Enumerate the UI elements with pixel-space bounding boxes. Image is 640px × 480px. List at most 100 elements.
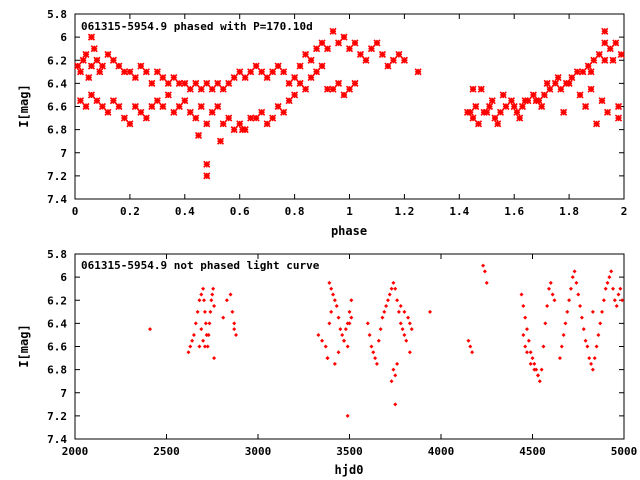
data-point xyxy=(93,97,101,105)
data-point xyxy=(197,344,202,349)
data-point xyxy=(576,91,584,99)
data-point xyxy=(247,68,255,76)
data-point xyxy=(469,85,477,93)
data-point xyxy=(175,79,183,87)
y-tick-label: 6.6 xyxy=(47,101,67,114)
data-point xyxy=(532,367,537,372)
x-tick-label: 4500 xyxy=(519,445,546,458)
data-point xyxy=(153,68,161,76)
x-tick-label: 2500 xyxy=(153,445,180,458)
data-point xyxy=(334,39,343,47)
x-tick-labels: 0 0.2 0.4 0.6 0.8 1 1.2 1.4 1.6 1.8 2 xyxy=(72,205,628,218)
data-point xyxy=(590,367,595,372)
y-tick-label: 5.8 xyxy=(47,8,67,21)
data-point xyxy=(79,56,87,64)
x-tick-label: 0.2 xyxy=(120,205,140,218)
x-tick-label: 0 xyxy=(72,205,79,218)
data-point xyxy=(548,280,553,285)
data-point xyxy=(543,79,551,87)
data-point xyxy=(345,85,354,93)
data-point xyxy=(201,286,206,291)
data-point xyxy=(606,45,614,53)
data-point xyxy=(199,292,204,297)
data-point xyxy=(258,68,266,76)
data-point xyxy=(252,114,260,122)
data-point xyxy=(192,114,200,122)
data-point xyxy=(587,356,592,361)
data-point xyxy=(109,97,117,105)
data-point xyxy=(373,39,381,47)
data-point xyxy=(202,298,207,303)
data-point xyxy=(525,350,530,355)
data-point xyxy=(532,97,540,105)
data-point xyxy=(380,315,385,320)
data-point xyxy=(269,68,277,76)
data-point xyxy=(234,332,239,337)
y-tick-labels: 5.8 6 6.2 6.4 6.6 6.8 7 7.2 7.4 xyxy=(47,248,67,446)
data-point xyxy=(609,269,614,274)
x-tick-label: 0.4 xyxy=(175,205,195,218)
data-point xyxy=(585,344,590,349)
y-tick-label: 6.8 xyxy=(47,124,67,137)
data-point xyxy=(340,33,348,41)
data-point xyxy=(247,114,255,122)
data-point xyxy=(203,172,211,180)
data-point xyxy=(318,62,326,70)
data-point xyxy=(395,50,403,59)
data-point xyxy=(142,68,150,76)
data-point xyxy=(98,102,107,111)
data-point xyxy=(510,102,518,111)
data-point xyxy=(236,120,244,128)
data-point xyxy=(202,309,207,314)
data-point xyxy=(343,327,348,332)
data-point xyxy=(203,321,208,326)
data-point xyxy=(472,102,480,111)
data-point xyxy=(407,321,412,326)
data-point xyxy=(142,114,150,122)
data-point xyxy=(400,56,408,64)
data-point xyxy=(98,62,107,70)
data-point xyxy=(617,50,625,59)
data-point xyxy=(525,327,530,332)
data-point xyxy=(225,114,233,122)
data-point xyxy=(409,327,414,332)
data-point xyxy=(587,85,595,93)
x-tick-label: 0.8 xyxy=(285,205,305,218)
data-point xyxy=(540,91,548,99)
data-point xyxy=(258,108,266,116)
data-point xyxy=(374,361,379,366)
data-point xyxy=(207,321,212,326)
x-tick-labels: 2000 2500 3000 3500 4000 4500 5000 xyxy=(62,445,638,458)
y-tick-label: 7 xyxy=(60,147,67,160)
data-point xyxy=(194,131,203,139)
data-point xyxy=(521,332,526,337)
data-point xyxy=(219,120,227,128)
data-point xyxy=(384,62,392,70)
data-point xyxy=(351,39,359,47)
data-point xyxy=(320,338,325,343)
data-point xyxy=(481,263,486,268)
data-point xyxy=(546,85,554,93)
data-point xyxy=(521,97,529,105)
data-point xyxy=(186,350,191,355)
data-point xyxy=(389,56,397,64)
data-point xyxy=(238,126,247,134)
y-tick-label: 6.8 xyxy=(47,364,67,377)
data-point xyxy=(148,102,156,111)
data-point xyxy=(334,79,343,87)
data-point xyxy=(529,91,537,99)
data-point xyxy=(104,108,112,116)
data-point xyxy=(159,74,167,82)
data-point xyxy=(329,85,337,93)
data-point xyxy=(131,74,139,82)
data-point xyxy=(601,56,609,64)
data-point xyxy=(592,356,597,361)
data-point xyxy=(323,344,328,349)
data-point xyxy=(312,45,321,53)
data-point xyxy=(327,280,332,285)
data-point xyxy=(530,356,535,361)
data-point xyxy=(296,79,304,87)
data-point xyxy=(291,74,299,82)
data-points xyxy=(74,27,625,180)
